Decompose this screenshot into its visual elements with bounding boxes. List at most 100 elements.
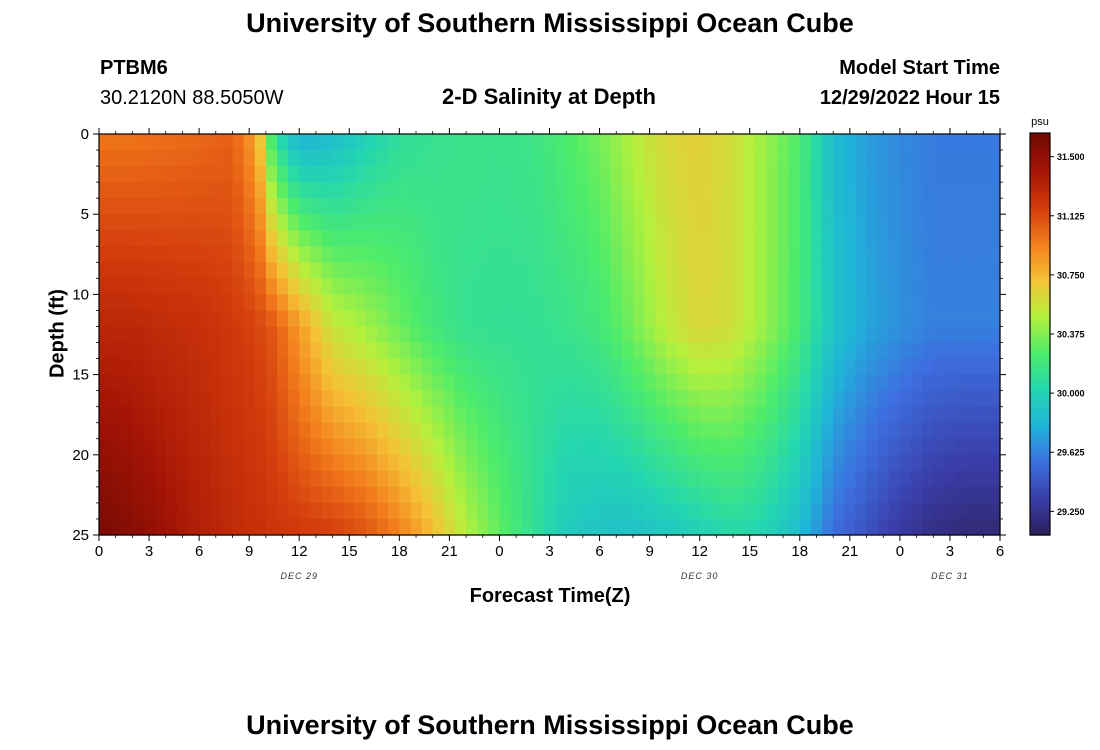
heatmap-cell — [610, 454, 623, 472]
heatmap-cell — [599, 438, 612, 456]
heatmap-cell — [510, 166, 523, 183]
heatmap-cell — [933, 262, 945, 279]
heatmap-cell — [321, 438, 334, 456]
heatmap-cell — [799, 294, 812, 312]
heatmap-cell — [388, 342, 400, 360]
heatmap-cell — [443, 166, 456, 183]
heatmap-cell — [966, 358, 979, 376]
heatmap-cell — [755, 326, 767, 344]
heatmap-cell — [855, 310, 868, 328]
heatmap-cell — [733, 326, 745, 344]
heatmap-cell — [710, 214, 723, 231]
heatmap-cell — [365, 502, 378, 520]
heatmap-cell — [299, 166, 311, 183]
heatmap-cell — [165, 278, 178, 295]
heatmap-cell — [477, 182, 489, 199]
heatmap-cell — [677, 518, 690, 536]
colorbar-segment — [1030, 163, 1050, 168]
colorbar-segment — [1030, 337, 1050, 342]
heatmap-cell — [699, 182, 712, 199]
heatmap-cell — [755, 406, 767, 424]
heatmap-cell — [666, 390, 679, 408]
heatmap-cell — [132, 262, 145, 279]
colorbar-segment — [1030, 414, 1050, 419]
heatmap-cell — [766, 486, 779, 504]
heatmap-cell — [176, 326, 189, 344]
colorbar-segment — [1030, 401, 1050, 405]
heatmap-cell — [477, 278, 489, 295]
heatmap-cell — [343, 502, 356, 520]
heatmap-cell — [655, 214, 667, 231]
heatmap-cell — [855, 230, 868, 247]
heatmap-cell — [822, 406, 834, 424]
heatmap-cell — [721, 374, 734, 392]
heatmap-cell — [911, 198, 923, 215]
heatmap-cell — [410, 278, 423, 295]
heatmap-cell — [543, 278, 556, 295]
heatmap-cell — [699, 134, 712, 151]
heatmap-cell — [288, 438, 300, 456]
heatmap-cell — [99, 230, 111, 247]
heatmap-cell — [332, 486, 345, 504]
heatmap-cell — [899, 262, 912, 279]
heatmap-cell — [577, 214, 590, 231]
heatmap-cell — [121, 182, 133, 199]
heatmap-cell — [922, 134, 934, 151]
heatmap-cell — [877, 262, 890, 279]
colorbar-segment — [1030, 193, 1050, 198]
heatmap-cell — [588, 342, 601, 360]
heatmap-cell — [299, 470, 311, 488]
heatmap-cell — [410, 150, 423, 167]
heatmap-cell — [432, 518, 445, 536]
heatmap-cell — [555, 278, 567, 295]
heatmap-cell — [299, 406, 311, 424]
heatmap-cell — [710, 374, 723, 392]
heatmap-cell — [610, 518, 623, 536]
heatmap-cell — [677, 214, 690, 231]
colorbar-segment — [1030, 431, 1050, 436]
heatmap-cell — [810, 358, 823, 376]
heatmap-cell — [321, 134, 334, 151]
heatmap-cell — [199, 198, 211, 215]
heatmap-cell — [799, 262, 812, 279]
heatmap-cell — [688, 246, 701, 263]
heatmap-cell — [866, 518, 879, 536]
heatmap-cell — [877, 454, 890, 472]
heatmap-cell — [677, 470, 690, 488]
x-tick-label: 9 — [245, 543, 253, 560]
heatmap-cell — [610, 182, 623, 199]
heatmap-cell — [577, 326, 590, 344]
heatmap-cell — [210, 134, 222, 151]
heatmap-cell — [810, 278, 823, 295]
colorbar-tick-label: 29.625 — [1057, 448, 1085, 458]
heatmap-cell — [310, 294, 323, 312]
heatmap-cell — [310, 438, 323, 456]
heatmap-cell — [221, 182, 234, 199]
heatmap-cell — [365, 390, 378, 408]
heatmap-cell — [766, 358, 779, 376]
heatmap-cell — [199, 278, 211, 295]
colorbar-segment — [1030, 367, 1050, 372]
heatmap-cell — [777, 326, 790, 344]
heatmap-cell — [454, 150, 467, 167]
heatmap-cell — [432, 294, 445, 312]
heatmap-cell — [276, 150, 289, 167]
x-tick-label: 9 — [645, 543, 653, 560]
heatmap-cell — [132, 230, 145, 247]
heatmap-cell — [299, 182, 311, 199]
colorbar-segment — [1030, 377, 1050, 382]
heatmap-cell — [221, 502, 234, 520]
heatmap-cell — [799, 390, 812, 408]
heatmap-cell — [143, 390, 156, 408]
heatmap-cell — [299, 134, 311, 151]
heatmap-cell — [744, 278, 756, 295]
heatmap-cell — [599, 134, 612, 151]
heatmap-cell — [543, 134, 556, 151]
heatmap-cell — [855, 454, 868, 472]
heatmap-cell — [632, 518, 645, 536]
heatmap-cell — [577, 454, 590, 472]
heatmap-cell — [254, 278, 267, 295]
heatmap-cell — [844, 262, 856, 279]
heatmap-cell — [332, 230, 345, 247]
heatmap-cell — [666, 502, 679, 520]
